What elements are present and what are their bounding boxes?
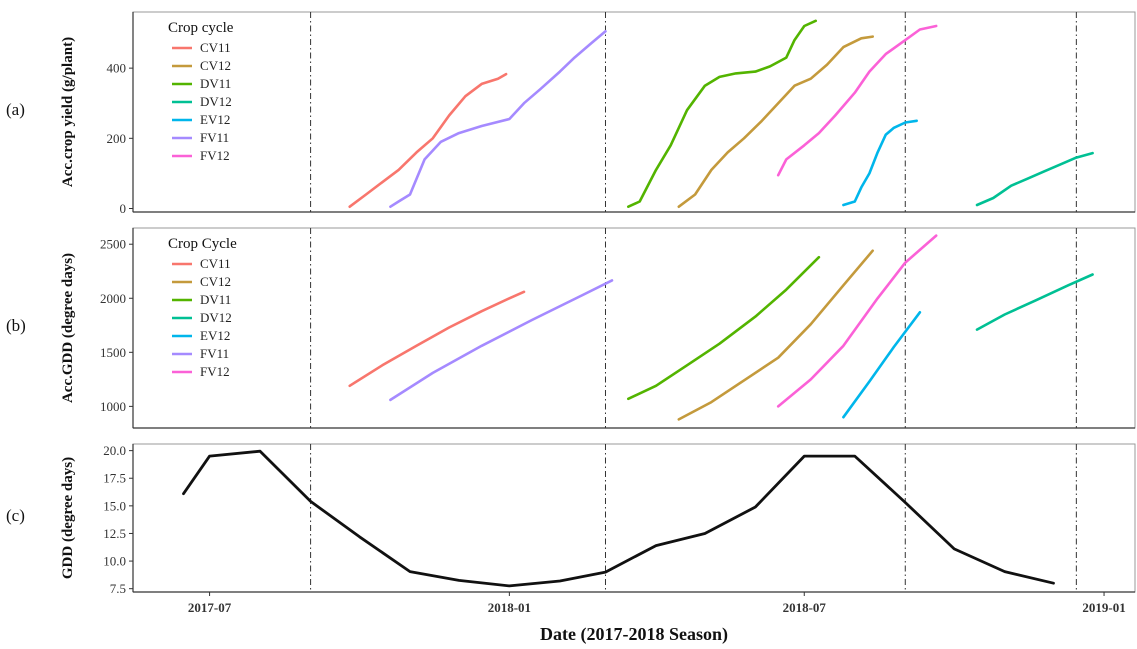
series-line-fv12 <box>776 24 938 177</box>
y-axis-title: Acc.GDD (degree days) <box>60 253 76 403</box>
series-line-cv12 <box>677 249 874 421</box>
series-line-ev12 <box>842 119 918 207</box>
panel-frame <box>132 11 1136 213</box>
panel-tag: (c) <box>6 506 25 525</box>
x-axis-title: Date (2017-2018 Season) <box>540 624 728 645</box>
series-line-cv12 <box>677 35 874 208</box>
series-line-ev12 <box>842 311 922 419</box>
legend-entry: DV12 <box>200 94 232 109</box>
y-tick-label: 7.5 <box>110 581 126 596</box>
series-line-fv11 <box>389 30 607 208</box>
y-tick-label: 200 <box>107 131 127 146</box>
legend-entry: DV11 <box>200 76 231 91</box>
y-tick-label: 1000 <box>100 399 126 414</box>
y-axis-title: Acc.crop yield (g/plant) <box>60 37 76 187</box>
series-line-dv12 <box>975 273 1094 331</box>
x-axis: 2017-07 2018-01 2018-07 2019-01 <box>188 592 1126 615</box>
series-line-cv11 <box>348 290 526 388</box>
y-tick-label: 0 <box>120 201 127 216</box>
legend: Crop cycle CV11 CV12 DV11 DV12 EV12 FV11 FV12 <box>168 20 234 163</box>
x-tick-label: 2019-01 <box>1082 600 1125 615</box>
series-line-dv11 <box>627 255 821 401</box>
x-tick-label: 2017-07 <box>188 600 232 615</box>
panel-frame <box>132 443 1136 593</box>
legend-entry: CV12 <box>200 274 231 289</box>
y-tick-label: 400 <box>107 61 127 76</box>
series-line-dv11 <box>627 19 817 208</box>
legend-entry: CV11 <box>200 40 231 55</box>
legend-entry: DV11 <box>200 292 231 307</box>
legend-entry: FV11 <box>200 130 229 145</box>
series-line-fv11 <box>389 279 614 402</box>
legend-entry: FV11 <box>200 346 229 361</box>
panel-frame <box>132 227 1136 429</box>
y-tick-label: 10.0 <box>103 554 126 569</box>
series-line <box>182 449 1055 588</box>
panel-a: 0 200 400 Acc.crop yield (g/plant) (a) Crop c… <box>6 11 1136 216</box>
legend-entry: EV12 <box>200 112 230 127</box>
legend-title: Crop cycle <box>168 20 234 36</box>
legend-entry: CV12 <box>200 58 231 73</box>
series-line-dv12 <box>975 151 1094 207</box>
series-line-cv11 <box>348 72 508 208</box>
legend-entry: FV12 <box>200 148 230 163</box>
legend-title: Crop Cycle <box>168 236 237 252</box>
panel-b: 1000 1500 2000 2500 Acc.GDD (degree days) (b)… <box>6 227 1136 429</box>
y-tick-label: 12.5 <box>103 526 126 541</box>
x-tick-label: 2018-01 <box>488 600 531 615</box>
legend-entry: CV11 <box>200 256 231 271</box>
y-axis-title: GDD (degree days) <box>60 457 76 579</box>
legend-entry: DV12 <box>200 310 232 325</box>
series-line-fv12 <box>776 234 938 408</box>
panel-tag: (b) <box>6 316 26 335</box>
y-tick-label: 15.0 <box>103 498 126 513</box>
legend: Crop Cycle CV11 CV12 DV11 DV12 EV12 FV11 FV12 <box>168 236 237 379</box>
panel-c: 7.5 10.0 12.5 15.0 17.5 20.0 GDD (degree days)… <box>6 443 1136 596</box>
y-tick-label: 17.5 <box>103 471 126 486</box>
legend-entry: EV12 <box>200 328 230 343</box>
y-tick-label: 2500 <box>100 237 126 252</box>
panel-tag: (a) <box>6 100 25 119</box>
x-tick-label: 2018-07 <box>783 600 827 615</box>
y-tick-label: 2000 <box>100 291 126 306</box>
y-tick-label: 20.0 <box>103 443 126 458</box>
legend-entry: FV12 <box>200 364 230 379</box>
y-tick-label: 1500 <box>100 345 126 360</box>
